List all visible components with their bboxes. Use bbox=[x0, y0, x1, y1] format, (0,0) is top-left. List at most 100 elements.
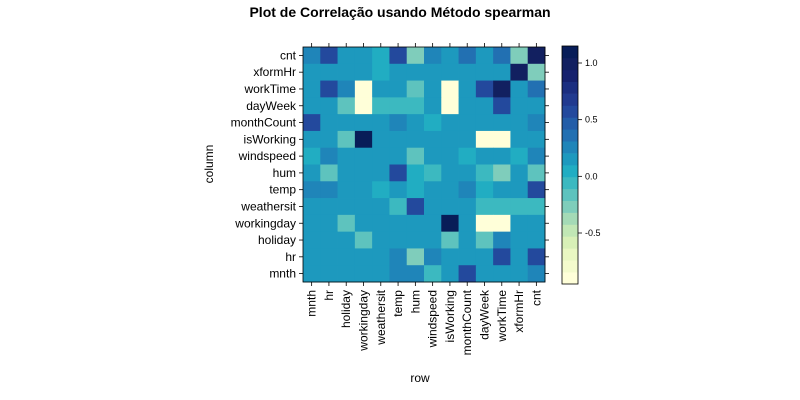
heatmap-cell bbox=[475, 47, 494, 65]
heatmap-cell bbox=[493, 63, 511, 81]
heatmap-cell bbox=[354, 181, 373, 199]
heatmap-cell bbox=[337, 198, 356, 216]
heatmap-cell bbox=[372, 231, 390, 249]
heatmap-cell bbox=[406, 214, 425, 233]
heatmap-cell bbox=[389, 214, 408, 233]
heatmap-cell bbox=[527, 248, 546, 266]
heatmap-cell bbox=[475, 265, 494, 283]
heatmap-cell bbox=[510, 164, 529, 182]
y-tick-label: windspeed bbox=[238, 149, 296, 163]
heatmap-cell bbox=[320, 114, 338, 132]
heatmap-cell bbox=[527, 164, 546, 182]
heatmap-cell bbox=[510, 80, 529, 98]
heatmap-cell bbox=[510, 214, 529, 233]
heatmap-cell bbox=[527, 130, 546, 149]
heatmap-cell bbox=[354, 130, 373, 149]
heatmap-cell bbox=[475, 214, 494, 233]
heatmap-cell bbox=[320, 147, 338, 165]
heatmap-cell bbox=[337, 231, 356, 249]
colorbar: 1.0 0.5 0.0 -0.5 bbox=[561, 45, 601, 285]
heatmap-cell bbox=[458, 80, 477, 98]
heatmap-cell bbox=[475, 114, 494, 132]
heatmap-cell bbox=[458, 47, 477, 65]
heatmap-cell bbox=[441, 114, 459, 132]
colorbar-bin bbox=[562, 236, 578, 249]
heatmap-cell bbox=[493, 147, 511, 165]
y-axis-label: column bbox=[202, 145, 216, 184]
heatmap-cell bbox=[493, 114, 511, 132]
heatmap-cell bbox=[303, 63, 321, 81]
heatmap-cell bbox=[424, 147, 442, 165]
heatmap-cell bbox=[354, 97, 373, 115]
x-tick-label: holiday bbox=[339, 290, 353, 328]
heatmap-cell bbox=[303, 248, 321, 266]
colorbar-bin bbox=[562, 212, 578, 225]
heatmap-cell bbox=[337, 147, 356, 165]
heatmap-cell bbox=[424, 265, 442, 283]
heatmap-cell bbox=[389, 47, 408, 65]
heatmap-cell bbox=[493, 130, 511, 149]
x-tick-label: workingday bbox=[357, 290, 371, 352]
y-tick-label: holiday bbox=[258, 233, 296, 247]
y-tick-label: hum bbox=[273, 166, 296, 180]
colorbar-tick-label: 0.0 bbox=[585, 171, 598, 181]
x-tick-label: dayWeek bbox=[478, 289, 492, 340]
heatmap-cell bbox=[354, 114, 373, 132]
heatmap-cell bbox=[320, 130, 338, 149]
heatmap-cell bbox=[458, 198, 477, 216]
colorbar-bin bbox=[562, 260, 578, 273]
y-tick-label: monthCount bbox=[231, 116, 297, 130]
heatmap-cell bbox=[527, 198, 546, 216]
heatmap-cell bbox=[320, 265, 338, 283]
heatmap-cell bbox=[337, 181, 356, 199]
heatmap-cell bbox=[527, 214, 546, 233]
y-tick-label: temp bbox=[269, 183, 296, 197]
colorbar-tick-label: 1.0 bbox=[585, 58, 598, 68]
heatmap-cell bbox=[389, 80, 408, 98]
heatmap-cell bbox=[337, 130, 356, 149]
heatmap-cell bbox=[372, 181, 390, 199]
x-tick-label: weathersit bbox=[374, 289, 388, 345]
heatmap-cell bbox=[510, 47, 529, 65]
heatmap-cell bbox=[303, 181, 321, 199]
heatmap-cell bbox=[354, 47, 373, 65]
heatmap-cell bbox=[510, 130, 529, 149]
heatmap-cell bbox=[320, 214, 338, 233]
heatmap-cell bbox=[337, 164, 356, 182]
heatmap-cell bbox=[424, 114, 442, 132]
heatmap-cell bbox=[475, 130, 494, 149]
x-tick-label: mnth bbox=[305, 290, 319, 317]
heatmap-cell bbox=[441, 130, 459, 149]
heatmap-cell bbox=[527, 231, 546, 249]
y-tick-label: dayWeek bbox=[246, 99, 297, 113]
x-axis-ticks: mnth hr holiday workingday weathersit temp hum… bbox=[305, 43, 543, 355]
heatmap-cell bbox=[372, 248, 390, 266]
heatmap-cell bbox=[493, 214, 511, 233]
heatmap-cell bbox=[458, 147, 477, 165]
heatmap-cell bbox=[510, 198, 529, 216]
heatmap-cell bbox=[354, 198, 373, 216]
colorbar-bin bbox=[562, 81, 578, 94]
heatmap-cell bbox=[372, 147, 390, 165]
heatmap-cell bbox=[493, 181, 511, 199]
y-tick-label: xformHr bbox=[253, 65, 296, 79]
heatmap-cell bbox=[441, 181, 459, 199]
heatmap-cell bbox=[337, 63, 356, 81]
heatmap-cell bbox=[493, 164, 511, 182]
heatmap-cell bbox=[320, 248, 338, 266]
heatmap-cell bbox=[493, 248, 511, 266]
heatmap-cell bbox=[510, 181, 529, 199]
colorbar-bin bbox=[562, 200, 578, 213]
heatmap-cell bbox=[424, 181, 442, 199]
heatmap-cell bbox=[320, 80, 338, 98]
x-tick-label: isWorking bbox=[443, 290, 457, 342]
heatmap-cell bbox=[389, 248, 408, 266]
heatmap-cell bbox=[354, 231, 373, 249]
colorbar-bin bbox=[562, 69, 578, 82]
heatmap-cell bbox=[441, 248, 459, 266]
y-tick-label: weathersit bbox=[240, 199, 296, 213]
heatmap-cell bbox=[389, 97, 408, 115]
heatmap-cell bbox=[337, 80, 356, 98]
heatmap-cell bbox=[441, 97, 459, 115]
heatmap-cell bbox=[493, 97, 511, 115]
